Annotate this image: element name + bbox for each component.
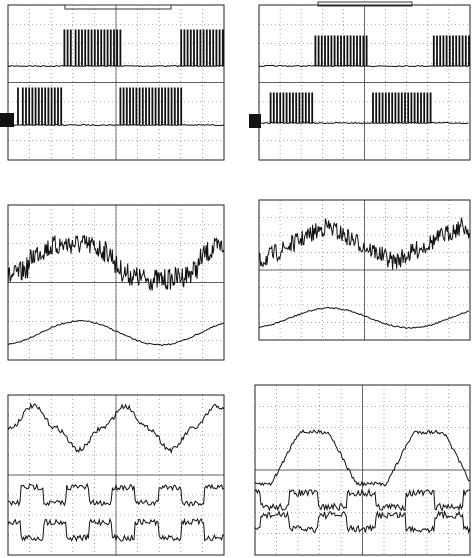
channel-marker [0, 113, 14, 127]
scope-panel [7, 394, 225, 556]
waveform [254, 428, 470, 488]
top-bracket [317, 1, 413, 7]
waveform [254, 509, 471, 535]
panel-frame [258, 4, 471, 161]
pwm-waveform [258, 35, 470, 68]
waveform [254, 487, 471, 512]
top-bracket [64, 4, 172, 10]
waveform [8, 482, 225, 508]
scope-panel [258, 199, 471, 341]
waveform [258, 306, 470, 329]
pwm-waveform [258, 92, 469, 125]
scope-panel [7, 204, 225, 361]
noisy-waveform [7, 234, 225, 292]
scope-panel [7, 4, 225, 161]
noisy-waveform [258, 217, 470, 270]
scope-panel [254, 384, 471, 556]
panel-frame [254, 384, 471, 556]
panel-frame [258, 199, 471, 341]
pwm-waveform [7, 87, 225, 127]
pwm-waveform [7, 29, 225, 68]
waveform [7, 319, 224, 347]
waveform [7, 517, 225, 543]
waveform [7, 402, 225, 455]
panel-frame [7, 394, 225, 556]
channel-marker [249, 114, 261, 128]
scope-panel [258, 4, 471, 161]
